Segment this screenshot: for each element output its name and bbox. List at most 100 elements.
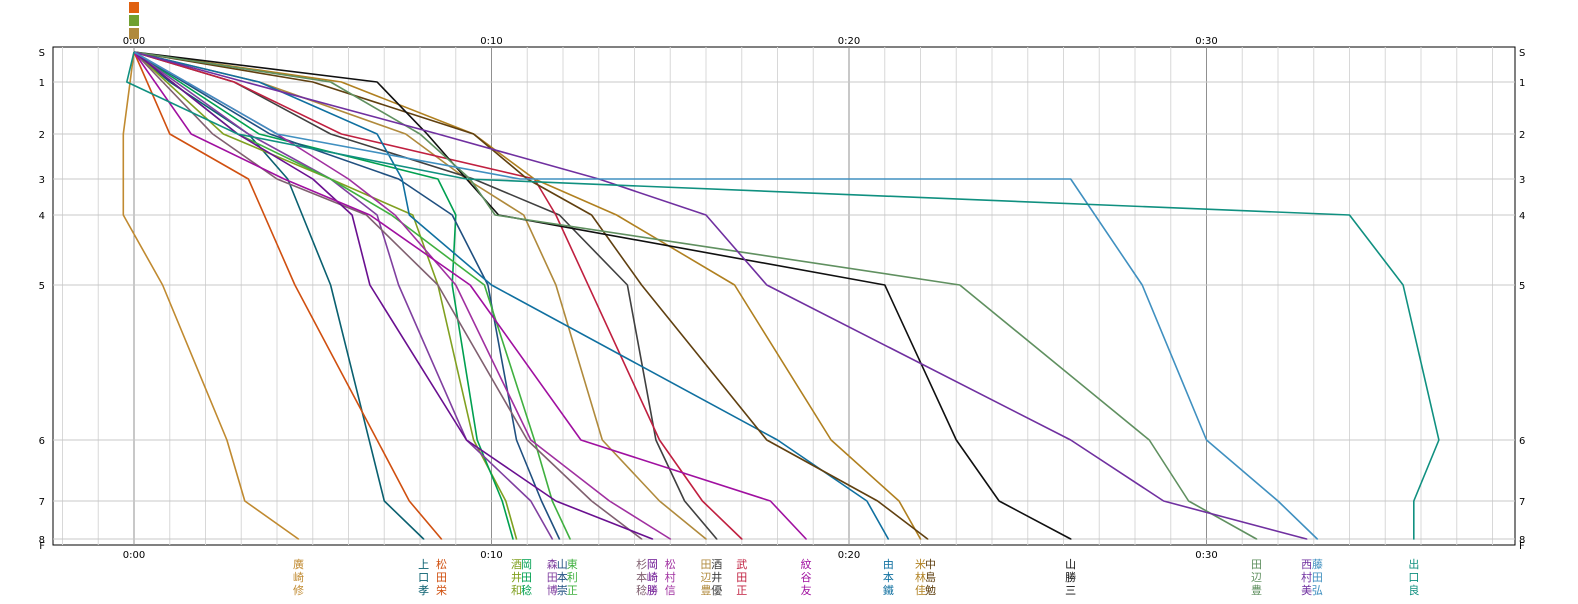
- y-tick-label-left: 1: [39, 78, 45, 89]
- y-tick-label-right: 8: [1519, 535, 1525, 546]
- y-tick-label-right: 2: [1519, 130, 1525, 141]
- runner-name-label-4: 酒: [511, 558, 522, 571]
- runner-name-label-4: 井: [511, 570, 522, 584]
- runner-name-label-7: 崇: [557, 584, 568, 597]
- start-label-marker: [129, 15, 139, 26]
- runner-name-label-2: 上: [418, 558, 429, 571]
- runner-name-label-17: 由: [883, 557, 894, 571]
- series-line-23: [126, 51, 1440, 540]
- runner-name-label-13: 酒: [711, 558, 722, 571]
- y-tick-label-left: 4: [39, 211, 45, 222]
- x-tick-label-bottom: 0:20: [838, 550, 860, 561]
- runner-name-label-11: 村: [665, 570, 676, 584]
- runner-name-label-8: 東: [567, 558, 578, 571]
- runner-name-label-18: 勉: [925, 583, 936, 597]
- runner-name-label-19: 三: [1065, 584, 1076, 597]
- runner-name-label-1: 崎: [293, 570, 304, 584]
- runner-name-label-3: 松: [436, 557, 447, 571]
- series-line-1: [122, 51, 300, 540]
- series-line-21: [133, 51, 1308, 540]
- y-tick-label-right: F: [1519, 541, 1525, 552]
- series-line-19: [133, 51, 1072, 540]
- runner-name-label-16: 米: [915, 558, 926, 571]
- runner-name-label-19: 山: [1065, 558, 1076, 571]
- runner-name-label-13: 井: [711, 570, 722, 584]
- y-tick-label-left: S: [39, 48, 45, 59]
- runner-name-label-2: 口: [418, 571, 429, 584]
- runner-name-label-22: 弘: [1312, 584, 1323, 597]
- y-tick-label-right: 3: [1519, 175, 1525, 186]
- series-line-11: [133, 51, 672, 540]
- runner-name-label-3: 田: [436, 571, 447, 584]
- y-tick-label-left: 8: [39, 535, 45, 546]
- y-tick-label-right: 4: [1519, 211, 1525, 222]
- series-line-3: [133, 51, 443, 540]
- start-label-marker: [129, 2, 139, 13]
- runner-name-label-8: 正: [567, 584, 578, 597]
- runner-name-label-9: 杉: [636, 557, 647, 571]
- runner-name-label-14: 田: [736, 571, 747, 584]
- runner-name-label-21: 村: [1301, 570, 1312, 584]
- runner-name-label-12: 田: [701, 558, 712, 571]
- runner-name-label-10: 勝: [647, 583, 658, 597]
- runner-name-label-12: 辺: [701, 571, 712, 584]
- runner-name-label-9: 本: [636, 570, 647, 584]
- series-line-12: [133, 51, 707, 540]
- runner-name-label-10: 岡: [647, 558, 658, 571]
- runner-name-label-23: 出: [1408, 557, 1419, 571]
- runner-name-label-5: 岡: [521, 558, 532, 571]
- series-line-20: [133, 51, 1258, 540]
- runner-name-label-5: 稔: [521, 583, 532, 597]
- y-tick-label-left: 6: [39, 436, 45, 447]
- series-line-16: [133, 51, 922, 540]
- runner-name-label-15: 友: [801, 583, 812, 597]
- runner-name-label-16: 林: [915, 570, 926, 584]
- runner-name-label-15: 紋: [801, 557, 812, 571]
- x-tick-label-bottom: 0:30: [1195, 550, 1217, 561]
- y-tick-label-left: 7: [39, 497, 45, 508]
- y-tick-label-left: 2: [39, 130, 45, 141]
- series-line-10: [133, 51, 654, 540]
- y-tick-label-right: 1: [1519, 78, 1525, 89]
- runner-name-label-6: 森: [547, 557, 558, 571]
- y-tick-label-right: 7: [1519, 497, 1525, 508]
- runner-name-label-11: 信: [665, 584, 676, 597]
- x-tick-label-top: 0:30: [1195, 36, 1217, 47]
- series-line-14: [133, 51, 743, 540]
- runner-name-label-22: 藤: [1312, 558, 1323, 571]
- runner-name-label-23: 口: [1408, 571, 1419, 584]
- series-line-8: [133, 51, 571, 540]
- runner-name-label-5: 田: [521, 571, 532, 584]
- y-tick-label-right: 5: [1519, 281, 1525, 292]
- runner-name-label-17: 本: [883, 570, 894, 584]
- series-line-18: [133, 51, 929, 540]
- series-line-15: [133, 51, 807, 540]
- series-line-22: [133, 51, 1319, 540]
- x-tick-label-bottom: 0:10: [480, 550, 502, 561]
- x-tick-label-top: 0:20: [838, 36, 860, 47]
- start-label-marker: [129, 28, 139, 39]
- runner-name-label-14: 武: [736, 558, 747, 571]
- series-line-13: [133, 51, 718, 540]
- runner-name-label-22: 田: [1312, 571, 1323, 584]
- series-line-9: [133, 51, 643, 540]
- x-tick-label-top: 0:00: [123, 36, 145, 47]
- runner-name-label-20: 田: [1251, 558, 1262, 571]
- runner-name-label-13: 優: [711, 584, 722, 597]
- runner-name-label-3: 栄: [436, 583, 447, 597]
- runner-name-label-12: 豊: [701, 584, 712, 597]
- series-line-17: [133, 51, 890, 540]
- series-line-5: [133, 51, 514, 540]
- y-tick-label-right: 6: [1519, 436, 1525, 447]
- runner-name-label-18: 中: [925, 558, 936, 571]
- runner-name-label-6: 田: [547, 571, 558, 584]
- x-tick-label-bottom: 0:00: [123, 550, 145, 561]
- runner-name-label-17: 鐵: [883, 583, 894, 597]
- runner-name-label-19: 勝: [1065, 570, 1076, 584]
- runner-name-label-7: 山: [557, 558, 568, 571]
- series-line-6: [133, 51, 554, 540]
- runner-name-label-23: 良: [1408, 583, 1419, 597]
- runner-name-label-10: 崎: [647, 570, 658, 584]
